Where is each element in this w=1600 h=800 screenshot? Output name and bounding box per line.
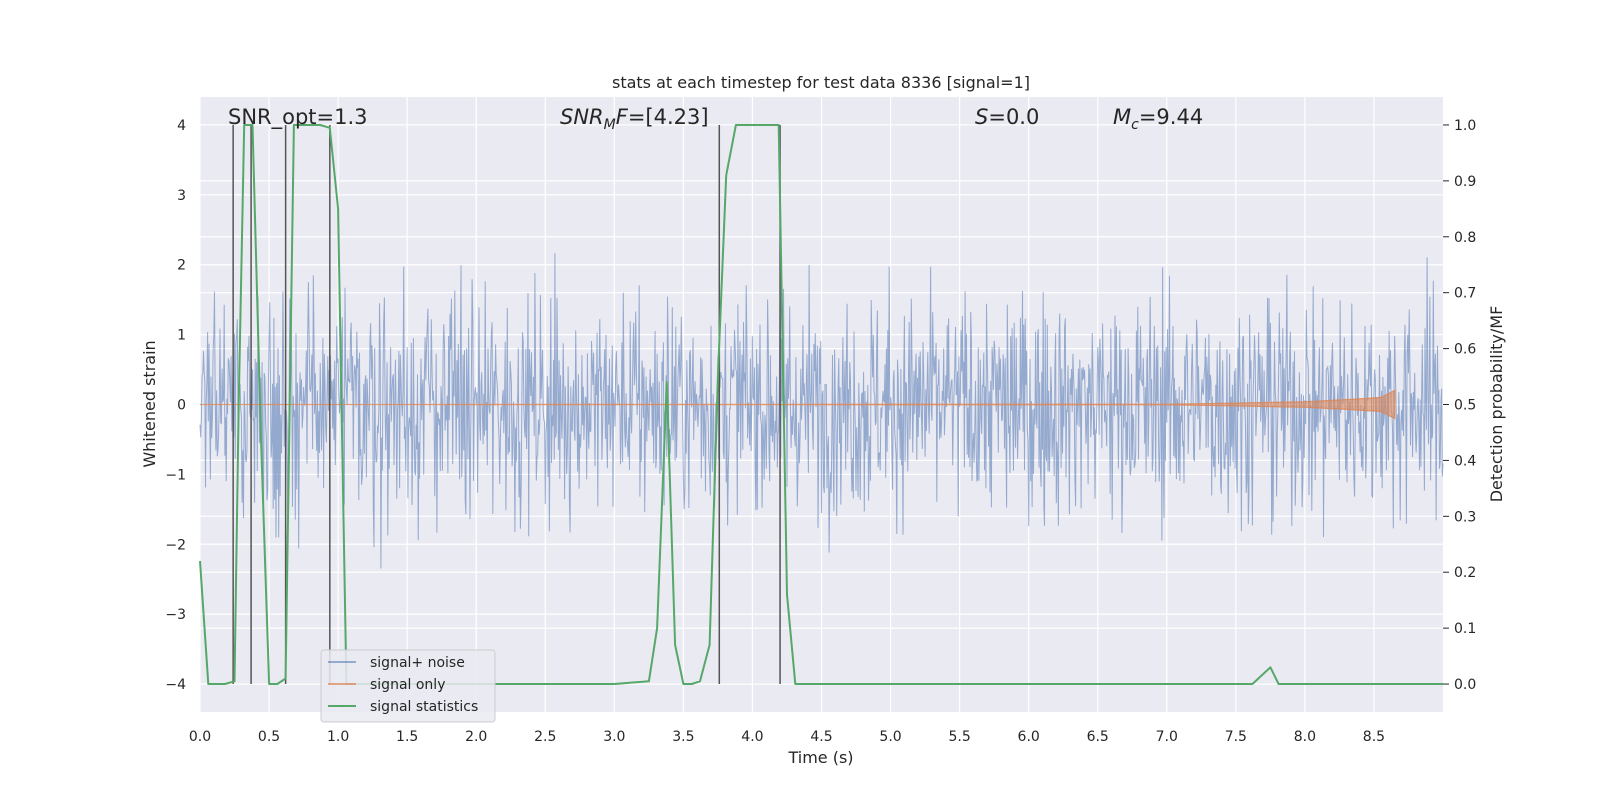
x-tick-label-16: 8.0 xyxy=(1294,729,1316,745)
y-right-tick-label-7: 0.7 xyxy=(1454,286,1476,302)
annotation-snr-mf-value: =[4.23] xyxy=(628,105,709,129)
annotation-s-main: S xyxy=(975,105,988,129)
x-axis-title: Time (s) xyxy=(787,748,853,767)
y-left-tick-label-0: −4 xyxy=(165,677,186,693)
x-tick-label-13: 6.5 xyxy=(1087,729,1109,745)
y-right-tick-label-0: 0.0 xyxy=(1454,677,1476,693)
y-left-tick-label-6: 2 xyxy=(177,258,186,274)
x-tick-label-12: 6.0 xyxy=(1018,729,1040,745)
signal-statistics-line xyxy=(199,124,1443,685)
y-left-tick-label-7: 3 xyxy=(177,188,186,204)
y-axis-left-ticks: −4 −3 −2 −1 0 1 2 3 4 xyxy=(165,118,186,693)
y-right-tick-label-1: 0.1 xyxy=(1454,621,1476,637)
y-right-tick-label-9: 0.9 xyxy=(1454,174,1476,190)
legend-label-signal-only: signal only xyxy=(370,677,445,693)
annotation-s-value: =0.0 xyxy=(988,105,1039,129)
noise-line xyxy=(199,253,1444,569)
x-tick-label-1: 0.5 xyxy=(258,729,280,745)
y-left-tick-label-8: 4 xyxy=(177,118,186,134)
annotation-snr-mf-tail: F xyxy=(616,105,629,129)
y-right-tick-label-4: 0.4 xyxy=(1454,453,1476,469)
y-left-tick-label-3: −1 xyxy=(165,467,186,483)
vertical-markers xyxy=(232,124,781,685)
legend: signal+ noise signal only signal statist… xyxy=(320,649,496,723)
y-left-tick-label-1: −3 xyxy=(165,607,186,623)
series-signal-only xyxy=(199,389,1396,420)
x-tick-label-5: 2.5 xyxy=(534,729,556,745)
series-signal-noise xyxy=(199,253,1444,569)
annotation-mc-sub: c xyxy=(1131,117,1139,133)
y-axis-right-title: Detection probability/MF xyxy=(1487,306,1506,503)
annotation-snr-mf-main: SNR xyxy=(560,105,604,129)
x-tick-label-15: 7.5 xyxy=(1225,729,1247,745)
x-axis-ticks: 0.0 0.5 1.0 1.5 2.0 2.5 3.0 3.5 4.0 4.5 5.0 5.5 6.0 6… xyxy=(189,729,1385,745)
y-right-tick-label-8: 0.8 xyxy=(1454,230,1476,246)
legend-box xyxy=(320,649,496,723)
annotation-mc: Mc=9.44 xyxy=(1113,105,1203,133)
legend-label-signal-statistics: signal statistics xyxy=(370,699,478,715)
signal-only-envelope xyxy=(199,389,1396,420)
y-left-tick-label-4: 0 xyxy=(177,398,186,414)
x-tick-label-17: 8.5 xyxy=(1363,729,1385,745)
annotation-mc-main: M xyxy=(1113,105,1131,129)
x-tick-label-14: 7.0 xyxy=(1156,729,1178,745)
y-right-tick-label-6: 0.6 xyxy=(1454,342,1476,358)
series-signal-statistics xyxy=(199,124,1443,685)
x-tick-label-7: 3.5 xyxy=(672,729,694,745)
x-tick-label-6: 3.0 xyxy=(603,729,625,745)
annotation-snr-opt: SNR_opt=1.3 xyxy=(228,105,368,130)
x-tick-label-3: 1.5 xyxy=(396,729,418,745)
chart-title: stats at each timestep for test data 833… xyxy=(612,73,1030,92)
x-tick-label-0: 0.0 xyxy=(189,729,211,745)
y-right-tick-label-3: 0.3 xyxy=(1454,509,1476,525)
annotation-snr-mf-sub: M xyxy=(604,117,616,133)
x-tick-label-8: 4.0 xyxy=(741,729,763,745)
legend-label-signal-noise: signal+ noise xyxy=(370,655,465,671)
x-tick-label-10: 5.0 xyxy=(879,729,901,745)
x-tick-label-2: 1.0 xyxy=(327,729,349,745)
x-tick-label-11: 5.5 xyxy=(948,729,970,745)
annotation-snr-mf: SNRMF=[4.23] xyxy=(560,105,709,133)
y-right-tick-label-2: 0.2 xyxy=(1454,565,1476,581)
y-left-tick-label-5: 1 xyxy=(177,328,186,344)
y-right-tick-label-5: 0.5 xyxy=(1454,398,1476,414)
y-left-tick-label-2: −2 xyxy=(165,537,186,553)
y-axis-left-title: Whitened strain xyxy=(140,340,159,467)
annotation-s: S=0.0 xyxy=(975,105,1039,129)
x-tick-label-4: 2.0 xyxy=(465,729,487,745)
x-tick-label-9: 4.5 xyxy=(810,729,832,745)
y-axis-right-ticks: 0.0 0.1 0.2 0.3 0.4 0.5 0.6 0.7 0.8 0.9 1.0 xyxy=(1443,118,1476,693)
y-right-tick-label-10: 1.0 xyxy=(1454,118,1476,134)
annotation-mc-value: =9.44 xyxy=(1139,105,1203,129)
